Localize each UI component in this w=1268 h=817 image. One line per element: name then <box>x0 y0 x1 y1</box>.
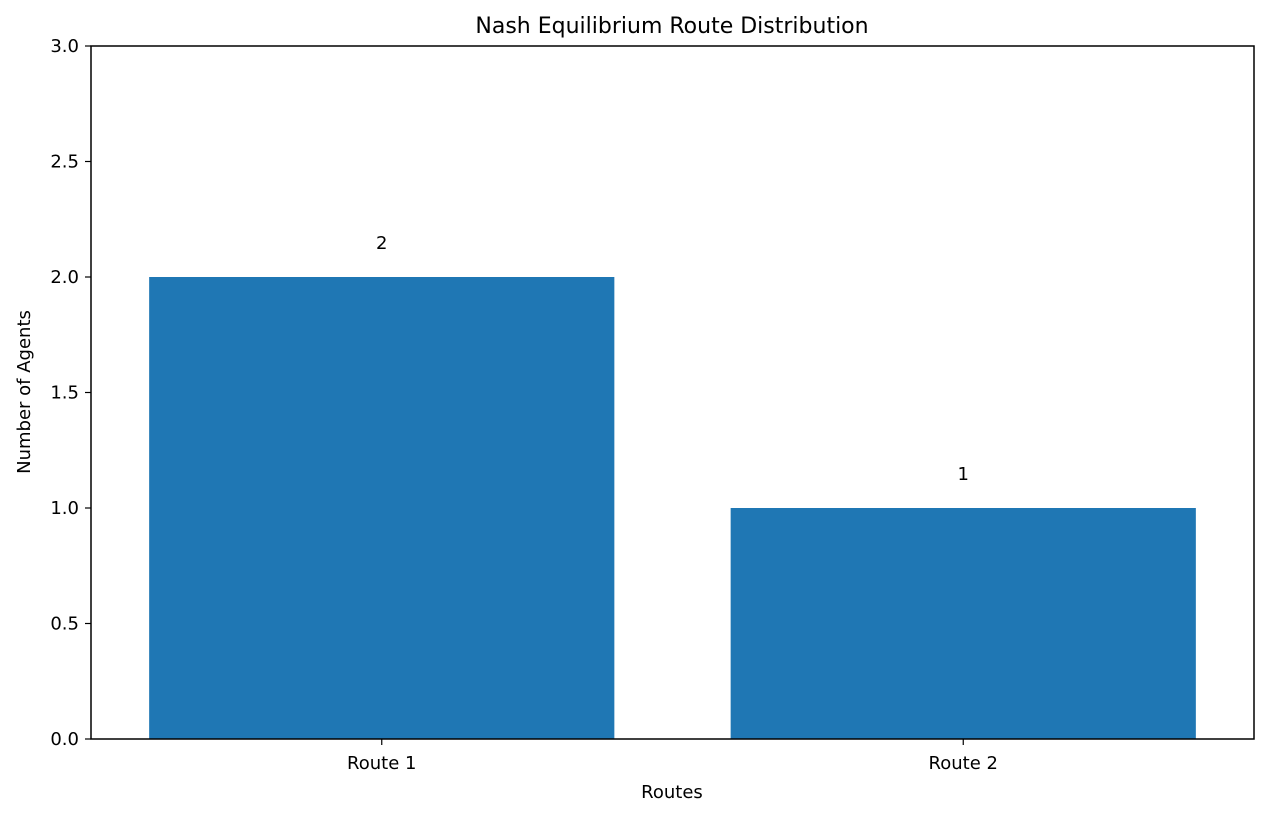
y-axis-label: Number of Agents <box>14 310 35 474</box>
y-tick-label: 0.0 <box>50 729 79 750</box>
y-axis: 0.0 0.5 1.0 1.5 2.0 2.5 3.0 <box>50 36 91 750</box>
data-label-1: 2 <box>376 233 387 254</box>
bar-1 <box>149 277 615 739</box>
chart-title: Nash Equilibrium Route Distribution <box>475 14 868 39</box>
x-axis-label: Routes <box>641 782 703 803</box>
y-tick-label: 2.5 <box>50 152 79 173</box>
y-tick-label: 1.0 <box>50 498 79 519</box>
y-tick-label: 0.5 <box>50 614 79 635</box>
bars-layer <box>149 277 1196 739</box>
x-axis: Route 1 Route 2 <box>347 739 998 774</box>
x-tick-label: Route 1 <box>347 753 416 774</box>
y-tick-label: 3.0 <box>50 36 79 57</box>
y-tick-label: 2.0 <box>50 267 79 288</box>
x-tick-label: Route 2 <box>929 753 998 774</box>
data-labels-layer: 21 <box>376 233 969 485</box>
y-tick-label: 1.5 <box>50 383 79 404</box>
bar-2 <box>730 508 1196 739</box>
data-label-2: 1 <box>958 464 969 485</box>
